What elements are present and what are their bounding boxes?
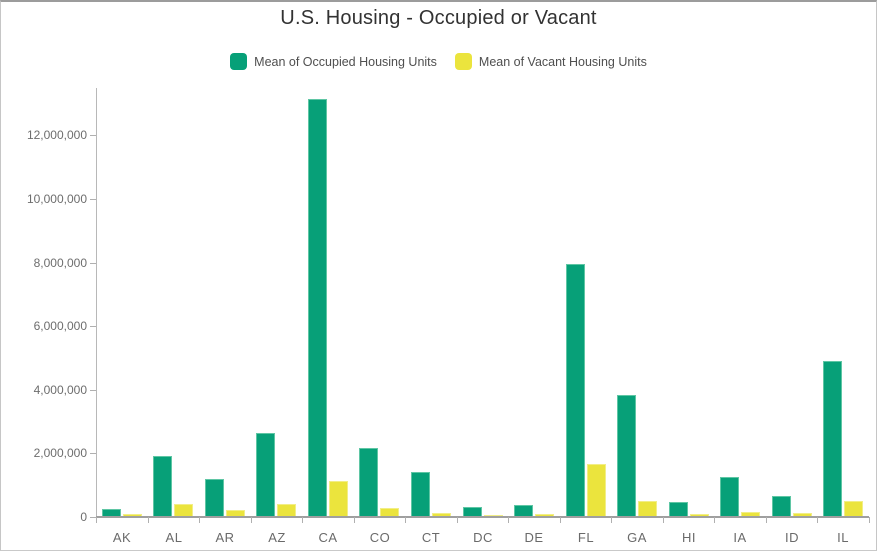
x-axis-tick	[560, 517, 561, 523]
bar-occupied-AK[interactable]	[102, 509, 121, 516]
bar-vacant-AZ[interactable]	[277, 504, 296, 516]
x-axis-tick	[405, 517, 406, 523]
x-axis-label-CT: CT	[421, 530, 441, 545]
bar-occupied-IA[interactable]	[720, 477, 739, 516]
bar-vacant-CA[interactable]	[329, 481, 348, 516]
bar-occupied-AZ[interactable]	[256, 433, 275, 516]
bar-vacant-AR[interactable]	[226, 510, 245, 516]
legend-item-occupied[interactable]: Mean of Occupied Housing Units	[230, 53, 437, 70]
bar-vacant-DE[interactable]	[535, 514, 554, 516]
chart-title: U.S. Housing - Occupied or Vacant	[280, 7, 597, 29]
x-axis-label-DC: DC	[473, 530, 493, 545]
x-axis-tick	[302, 517, 303, 523]
x-axis-tick	[148, 517, 149, 523]
x-axis-tick	[663, 517, 664, 523]
bar-vacant-HI[interactable]	[690, 514, 709, 516]
y-axis-tick	[90, 263, 96, 264]
y-axis-tick	[90, 390, 96, 391]
x-axis-tick	[714, 517, 715, 523]
x-axis-line	[96, 516, 869, 518]
x-axis-tick	[251, 517, 252, 523]
x-axis-label-AL: AL	[165, 530, 183, 545]
y-axis-tick	[90, 517, 96, 518]
x-axis-label-AZ: AZ	[268, 530, 286, 545]
bar-occupied-CA[interactable]	[308, 99, 327, 516]
y-axis-tick	[90, 135, 96, 136]
x-axis-label-CO: CO	[369, 530, 391, 545]
x-axis-label-IL: IL	[837, 530, 849, 545]
bar-vacant-DC[interactable]	[484, 515, 503, 516]
bar-vacant-AK[interactable]	[123, 514, 142, 516]
bar-vacant-IA[interactable]	[741, 512, 760, 516]
x-axis-label-AR: AR	[215, 530, 235, 545]
y-axis-tick	[90, 326, 96, 327]
y-axis-label-2000000: 2,000,000	[33, 446, 87, 460]
legend-label: Mean of Occupied Housing Units	[254, 54, 437, 69]
bar-vacant-ID[interactable]	[793, 513, 812, 516]
x-axis-label-IA: IA	[733, 530, 747, 545]
x-axis-tick	[508, 517, 509, 523]
y-axis-label-4000000: 4,000,000	[33, 383, 87, 397]
y-axis-label-12000000: 12,000,000	[26, 128, 87, 142]
legend-label: Mean of Vacant Housing Units	[478, 54, 647, 69]
bar-occupied-DE[interactable]	[514, 505, 533, 516]
y-axis-line	[96, 88, 97, 518]
y-axis-tick	[90, 199, 96, 200]
y-axis-tick	[90, 453, 96, 454]
bar-occupied-IL[interactable]	[823, 361, 842, 516]
x-axis-label-DE: DE	[524, 530, 544, 545]
x-axis-tick	[457, 517, 458, 523]
x-axis-label-GA: GA	[627, 530, 647, 545]
x-axis-tick	[766, 517, 767, 523]
x-axis-tick	[817, 517, 818, 523]
bar-occupied-DC[interactable]	[463, 507, 482, 516]
y-axis-label-6000000: 6,000,000	[33, 319, 87, 333]
bar-occupied-GA[interactable]	[617, 395, 636, 516]
bar-occupied-AR[interactable]	[205, 479, 224, 516]
legend-swatch-icon	[454, 53, 472, 70]
chart-legend: Mean of Occupied Housing Units Mean of Va…	[1, 53, 876, 70]
bar-vacant-CO[interactable]	[380, 508, 399, 516]
bar-occupied-ID[interactable]	[772, 496, 791, 516]
y-axis-label-10000000: 10,000,000	[26, 192, 87, 206]
bar-vacant-GA[interactable]	[638, 501, 657, 516]
bar-occupied-CT[interactable]	[411, 472, 430, 516]
x-axis-label-ID: ID	[785, 530, 799, 545]
bar-occupied-CO[interactable]	[359, 448, 378, 516]
bar-occupied-HI[interactable]	[669, 502, 688, 516]
bar-vacant-IL[interactable]	[844, 501, 863, 516]
x-axis-tick	[354, 517, 355, 523]
bar-occupied-AL[interactable]	[153, 456, 172, 516]
bar-occupied-FL[interactable]	[566, 264, 585, 516]
legend-swatch-icon	[230, 53, 248, 70]
x-axis-tick	[96, 517, 97, 523]
y-axis-label-0: 0	[80, 510, 87, 524]
bar-vacant-CT[interactable]	[432, 513, 451, 516]
y-axis-label-8000000: 8,000,000	[33, 256, 87, 270]
x-axis-label-FL: FL	[577, 530, 595, 545]
x-axis-label-CA: CA	[318, 530, 338, 545]
x-axis-tick	[199, 517, 200, 523]
x-axis-label-HI: HI	[682, 530, 696, 545]
bar-vacant-AL[interactable]	[174, 504, 193, 516]
legend-item-vacant[interactable]: Mean of Vacant Housing Units	[454, 53, 647, 70]
x-axis-tick	[869, 517, 870, 523]
bar-vacant-FL[interactable]	[587, 464, 606, 516]
x-axis-label-AK: AK	[112, 530, 132, 545]
x-axis-tick	[611, 517, 612, 523]
